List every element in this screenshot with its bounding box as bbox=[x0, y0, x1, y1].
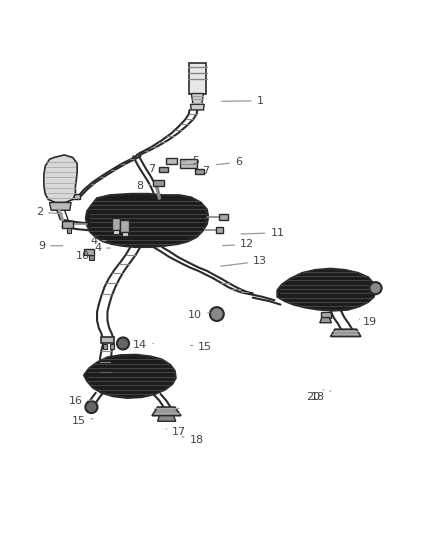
Polygon shape bbox=[320, 318, 332, 322]
Polygon shape bbox=[113, 230, 119, 235]
Polygon shape bbox=[122, 232, 128, 236]
Polygon shape bbox=[120, 220, 129, 232]
Circle shape bbox=[85, 401, 98, 413]
Polygon shape bbox=[153, 180, 164, 187]
Polygon shape bbox=[112, 218, 120, 230]
Polygon shape bbox=[101, 336, 114, 343]
Polygon shape bbox=[49, 203, 71, 211]
Text: 18: 18 bbox=[182, 435, 204, 446]
Polygon shape bbox=[191, 104, 204, 110]
Text: 7: 7 bbox=[148, 164, 162, 174]
Polygon shape bbox=[103, 344, 107, 349]
Polygon shape bbox=[63, 221, 73, 228]
Text: 17: 17 bbox=[166, 427, 186, 437]
Polygon shape bbox=[159, 167, 168, 172]
Polygon shape bbox=[84, 249, 95, 255]
Text: 13: 13 bbox=[221, 256, 267, 266]
Text: 9: 9 bbox=[38, 241, 63, 251]
Text: 15: 15 bbox=[191, 342, 212, 351]
Polygon shape bbox=[110, 344, 114, 349]
Polygon shape bbox=[180, 159, 197, 168]
Polygon shape bbox=[277, 269, 375, 311]
Polygon shape bbox=[84, 355, 176, 398]
Polygon shape bbox=[189, 63, 206, 93]
Text: 4: 4 bbox=[94, 244, 110, 253]
Polygon shape bbox=[191, 93, 203, 104]
Polygon shape bbox=[195, 169, 204, 174]
Polygon shape bbox=[86, 194, 208, 247]
Text: 11: 11 bbox=[241, 228, 284, 238]
Text: 16: 16 bbox=[68, 397, 93, 407]
Text: 8: 8 bbox=[137, 182, 151, 191]
Text: 15: 15 bbox=[71, 416, 93, 426]
Polygon shape bbox=[215, 227, 223, 233]
Polygon shape bbox=[158, 416, 176, 421]
Polygon shape bbox=[67, 229, 71, 233]
Text: 18: 18 bbox=[311, 391, 331, 402]
Text: 20: 20 bbox=[306, 390, 324, 402]
Polygon shape bbox=[152, 407, 181, 416]
Polygon shape bbox=[71, 194, 80, 199]
Text: 10: 10 bbox=[76, 251, 94, 261]
Polygon shape bbox=[166, 158, 177, 164]
Text: 7: 7 bbox=[197, 166, 209, 176]
Text: 10: 10 bbox=[188, 310, 209, 320]
Text: 5: 5 bbox=[181, 156, 199, 166]
Text: 4: 4 bbox=[90, 236, 106, 246]
Polygon shape bbox=[44, 155, 77, 203]
Text: 2: 2 bbox=[36, 207, 63, 217]
Polygon shape bbox=[321, 312, 331, 318]
Polygon shape bbox=[89, 255, 94, 260]
Text: 19: 19 bbox=[360, 317, 377, 327]
Text: 14: 14 bbox=[133, 340, 153, 350]
Text: 1: 1 bbox=[222, 96, 264, 106]
Circle shape bbox=[210, 307, 224, 321]
Polygon shape bbox=[219, 214, 228, 220]
Circle shape bbox=[370, 282, 381, 294]
Text: 12: 12 bbox=[223, 239, 254, 249]
Polygon shape bbox=[331, 329, 361, 336]
Circle shape bbox=[117, 337, 129, 350]
Text: 6: 6 bbox=[216, 157, 242, 167]
